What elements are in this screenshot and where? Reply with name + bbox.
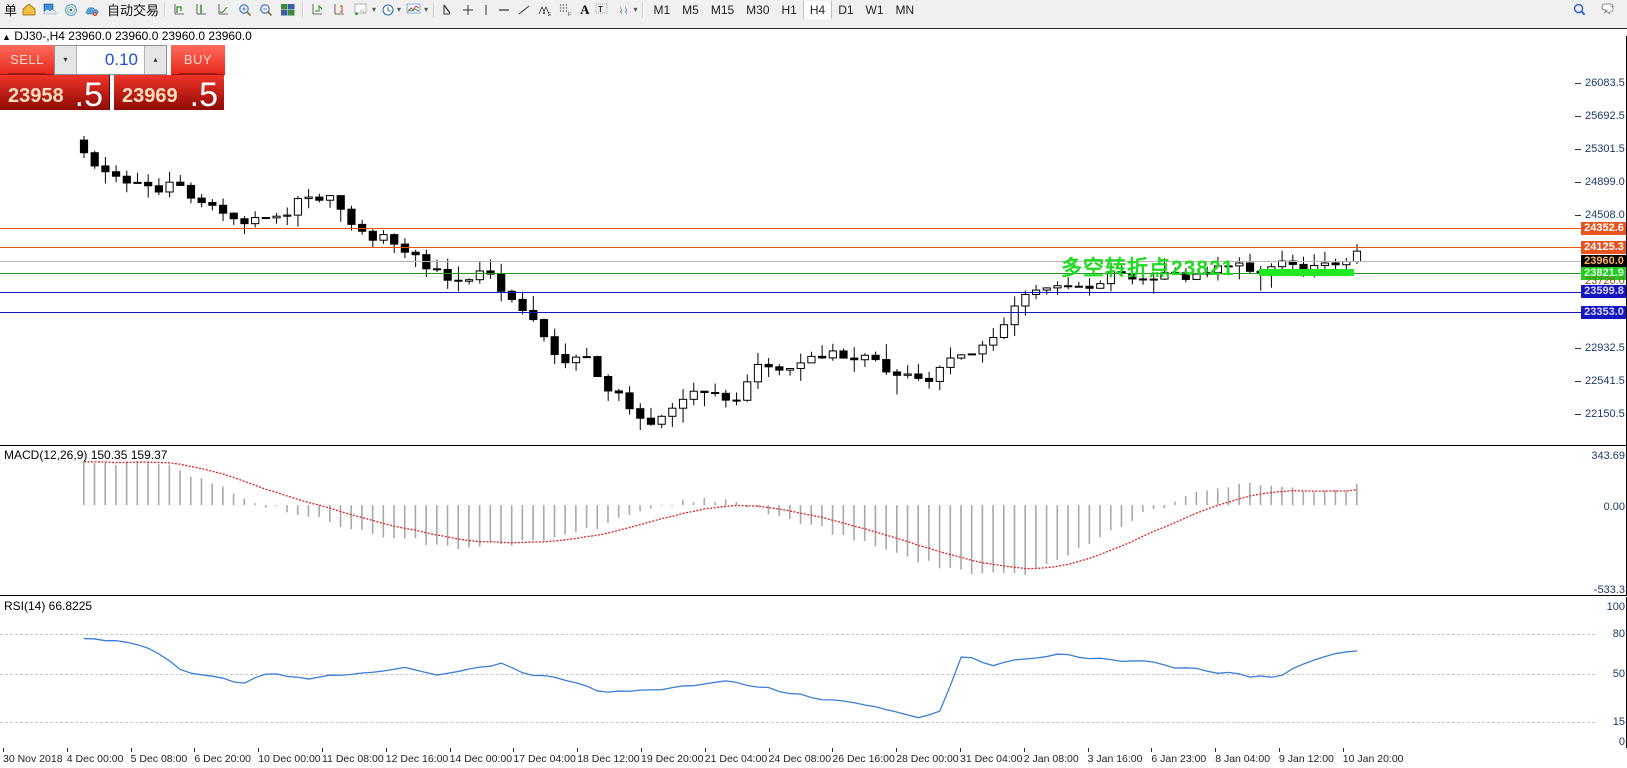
svg-text:T: T [598, 5, 603, 14]
svg-text:F: F [568, 12, 571, 17]
svg-text:E: E [548, 12, 552, 17]
